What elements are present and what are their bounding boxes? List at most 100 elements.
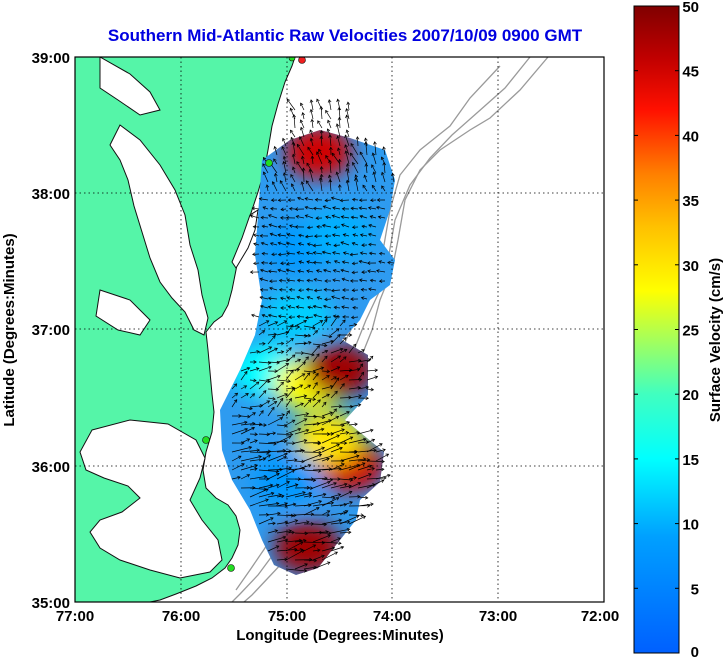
velocity-vector [365,141,368,156]
velocity-vector [303,370,316,373]
velocity-vector [375,474,391,480]
velocity-vector-head [364,137,368,142]
velocity-vector-head [364,141,368,145]
velocity-vector [303,500,322,507]
velocity-vector [287,234,296,237]
velocity-vector [371,164,377,174]
velocity-vector-head [338,518,343,523]
velocity-vector [296,161,305,174]
velocity-vector-head [342,251,347,255]
velocity-vector [279,280,287,282]
velocity-vector-head [332,269,337,273]
velocity-vector-head [312,370,317,374]
velocity-vector [352,262,359,265]
velocity-vector-head [349,368,353,373]
velocity-vector-head [337,184,342,188]
velocity-vector [347,102,350,111]
velocity-vector [324,316,332,318]
velocity-vector-head [272,396,276,401]
velocity-vector [310,138,314,147]
velocity-vector [344,144,350,156]
velocity-vector-head [334,551,338,555]
velocity-vector-head [321,250,326,255]
velocity-vector [297,197,305,201]
velocity-vector-head [336,443,340,448]
velocity-vector-head [270,517,274,521]
velocity-vector-head [298,288,302,293]
velocity-vector-head [299,119,304,124]
velocity-vector [303,428,324,435]
velocity-vector-head [269,286,273,291]
velocity-vector-head [315,216,319,220]
velocity-vector-head [358,259,363,264]
velocity-vector [285,568,307,572]
velocity-vector [321,496,336,499]
velocity-vector [327,120,332,129]
velocity-vector [303,397,316,400]
velocity-vector [319,177,323,192]
velocity-vector [276,351,284,354]
velocity-vector [250,215,260,219]
velocity-vector [297,144,305,156]
velocity-vector [357,484,376,489]
velocity-vector [310,99,314,111]
velocity-vector [321,385,333,390]
velocity-vector-head [310,155,315,160]
velocity-vector-head [268,365,272,370]
velocity-vector-head [286,98,291,103]
velocity-vector [286,242,296,246]
velocity-vector [378,216,386,219]
velocity-vector [292,166,296,174]
velocity-vector-head [333,481,337,486]
velocity-vector-head [382,146,386,150]
velocity-vector-head [280,261,284,266]
velocity-vector-head [333,408,337,412]
velocity-vector-head [275,387,280,392]
velocity-vector-head [233,399,238,403]
velocity-vector [267,484,280,489]
velocity-vector-head [346,411,350,415]
velocity-vector-head [268,261,273,266]
velocity-vector [278,315,287,318]
velocity-vector [285,532,295,534]
velocity-vector-head [328,134,332,138]
velocity-vector-head [324,315,328,320]
velocity-vector [330,447,343,453]
velocity-vector-head [328,531,332,536]
velocity-vector-head [249,406,253,411]
velocity-vector-head [383,476,387,480]
velocity-vector [336,123,341,138]
velocity-vector-head [351,288,356,293]
velocity-vector [267,450,286,453]
velocity-vector [279,180,287,192]
velocity-vector [305,316,314,319]
velocity-vector-head [241,463,245,467]
velocity-vector [312,561,331,570]
velocity-vector-head [379,443,383,447]
velocity-vector [312,391,320,399]
velocity-vector-head [296,143,301,148]
velocity-vector-head [340,241,344,245]
velocity-vector [267,545,279,552]
velocity-vector-head [381,467,385,472]
velocity-vector-head [325,242,330,246]
velocity-vector [345,150,350,165]
velocity-vector [329,160,332,174]
velocity-vector-head [327,99,332,103]
velocity-vector [321,402,327,408]
velocity-vector-head [303,394,308,399]
velocity-vector [332,215,341,219]
velocity-vector [357,465,372,471]
velocity-vector [276,481,290,489]
velocity-vector [330,546,344,552]
velocity-vector [283,161,287,174]
velocity-vector-head [308,494,313,498]
velocity-vector [273,158,278,165]
y-tick-label: 35:00 [32,595,70,612]
velocity-vector [294,492,312,498]
velocity-vector-head [317,548,321,553]
velocity-vector [348,359,361,363]
velocity-vector-head [354,174,359,178]
velocity-vector [351,216,359,219]
velocity-vector-head [305,180,310,184]
